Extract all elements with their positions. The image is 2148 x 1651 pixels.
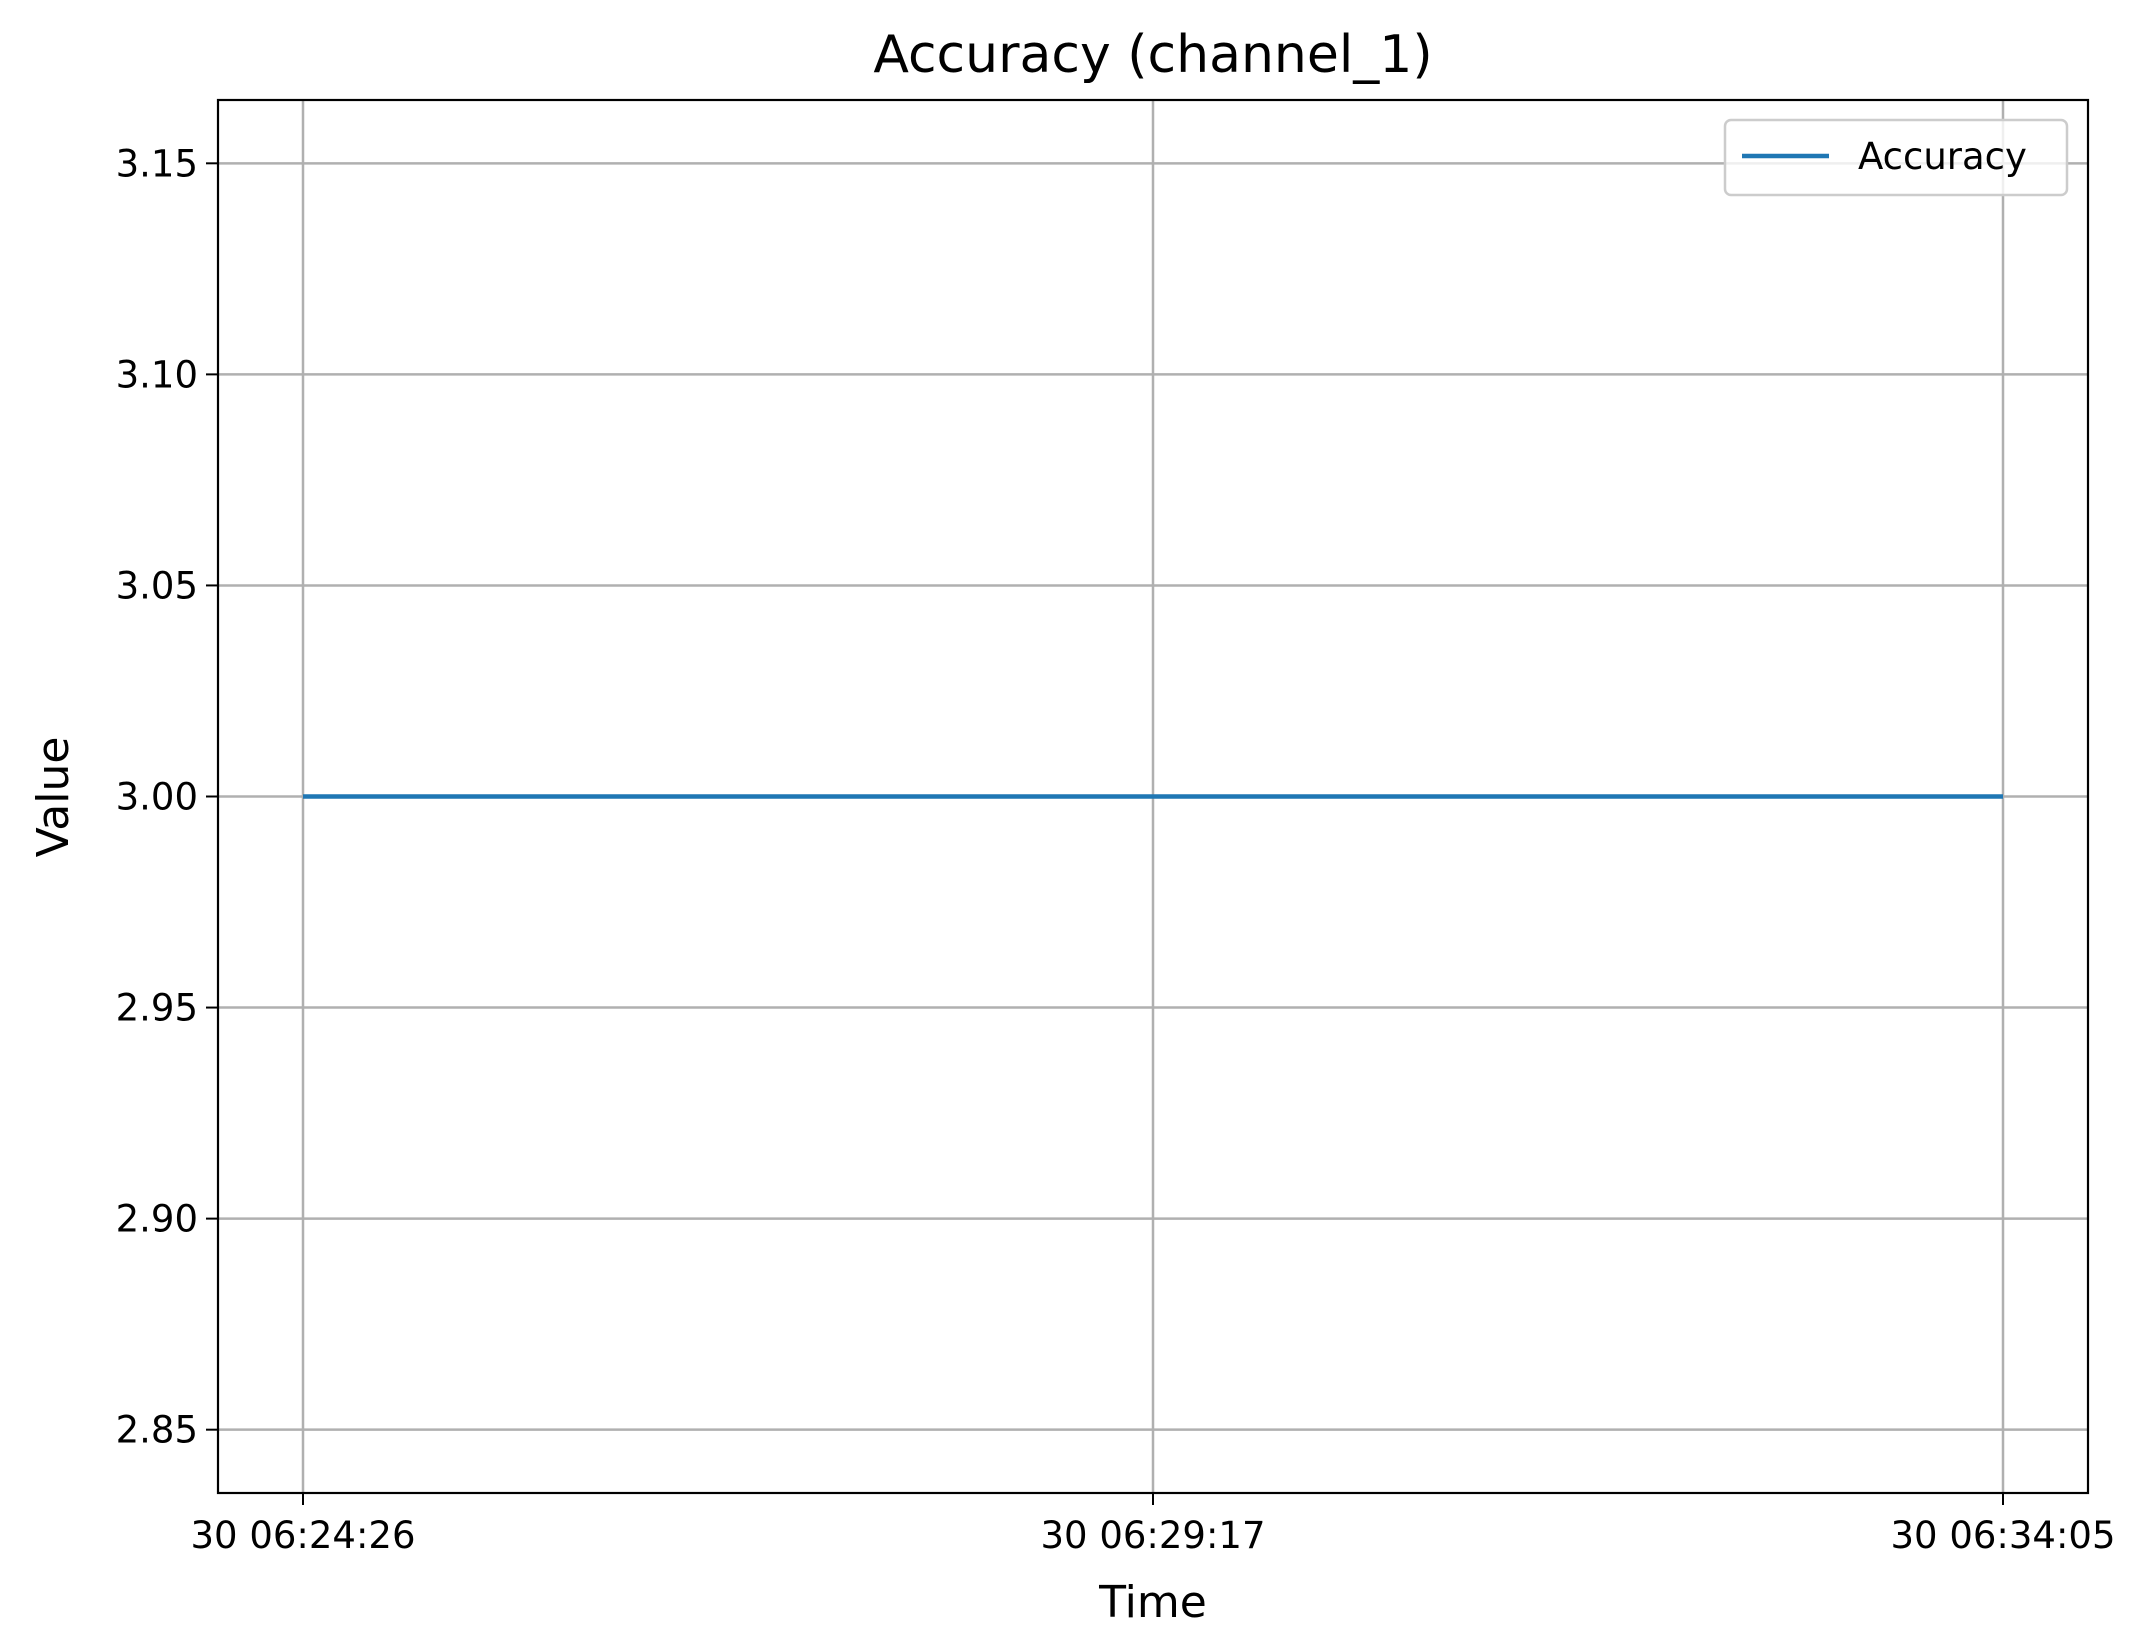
x-tick-label: 30 06:29:17 (1040, 1514, 1265, 1557)
x-tick-label: 30 06:34:05 (1890, 1514, 2115, 1557)
legend-label-accuracy: Accuracy (1858, 135, 2027, 178)
y-tick-label: 3.00 (116, 776, 198, 819)
y-axis-label: Value (28, 737, 79, 858)
y-tick-label: 2.90 (116, 1198, 198, 1241)
chart-title: Accuracy (channel_1) (873, 25, 1432, 85)
x-tick-label: 30 06:24:26 (190, 1514, 415, 1557)
y-tick-label: 3.15 (116, 142, 198, 185)
y-tick-label: 3.10 (116, 353, 198, 396)
legend: Accuracy (1723, 118, 2069, 197)
y-tick-label: 2.85 (116, 1409, 198, 1452)
y-tick-label: 2.95 (116, 987, 198, 1030)
legend-box (1723, 118, 2069, 197)
axis-ticks: 2.85 2.90 2.95 3.00 3.05 3.10 3.15 30 06:24:26 3… (116, 142, 2116, 1557)
x-axis-label: Time (1098, 1577, 1207, 1628)
y-tick-label: 3.05 (116, 564, 198, 607)
